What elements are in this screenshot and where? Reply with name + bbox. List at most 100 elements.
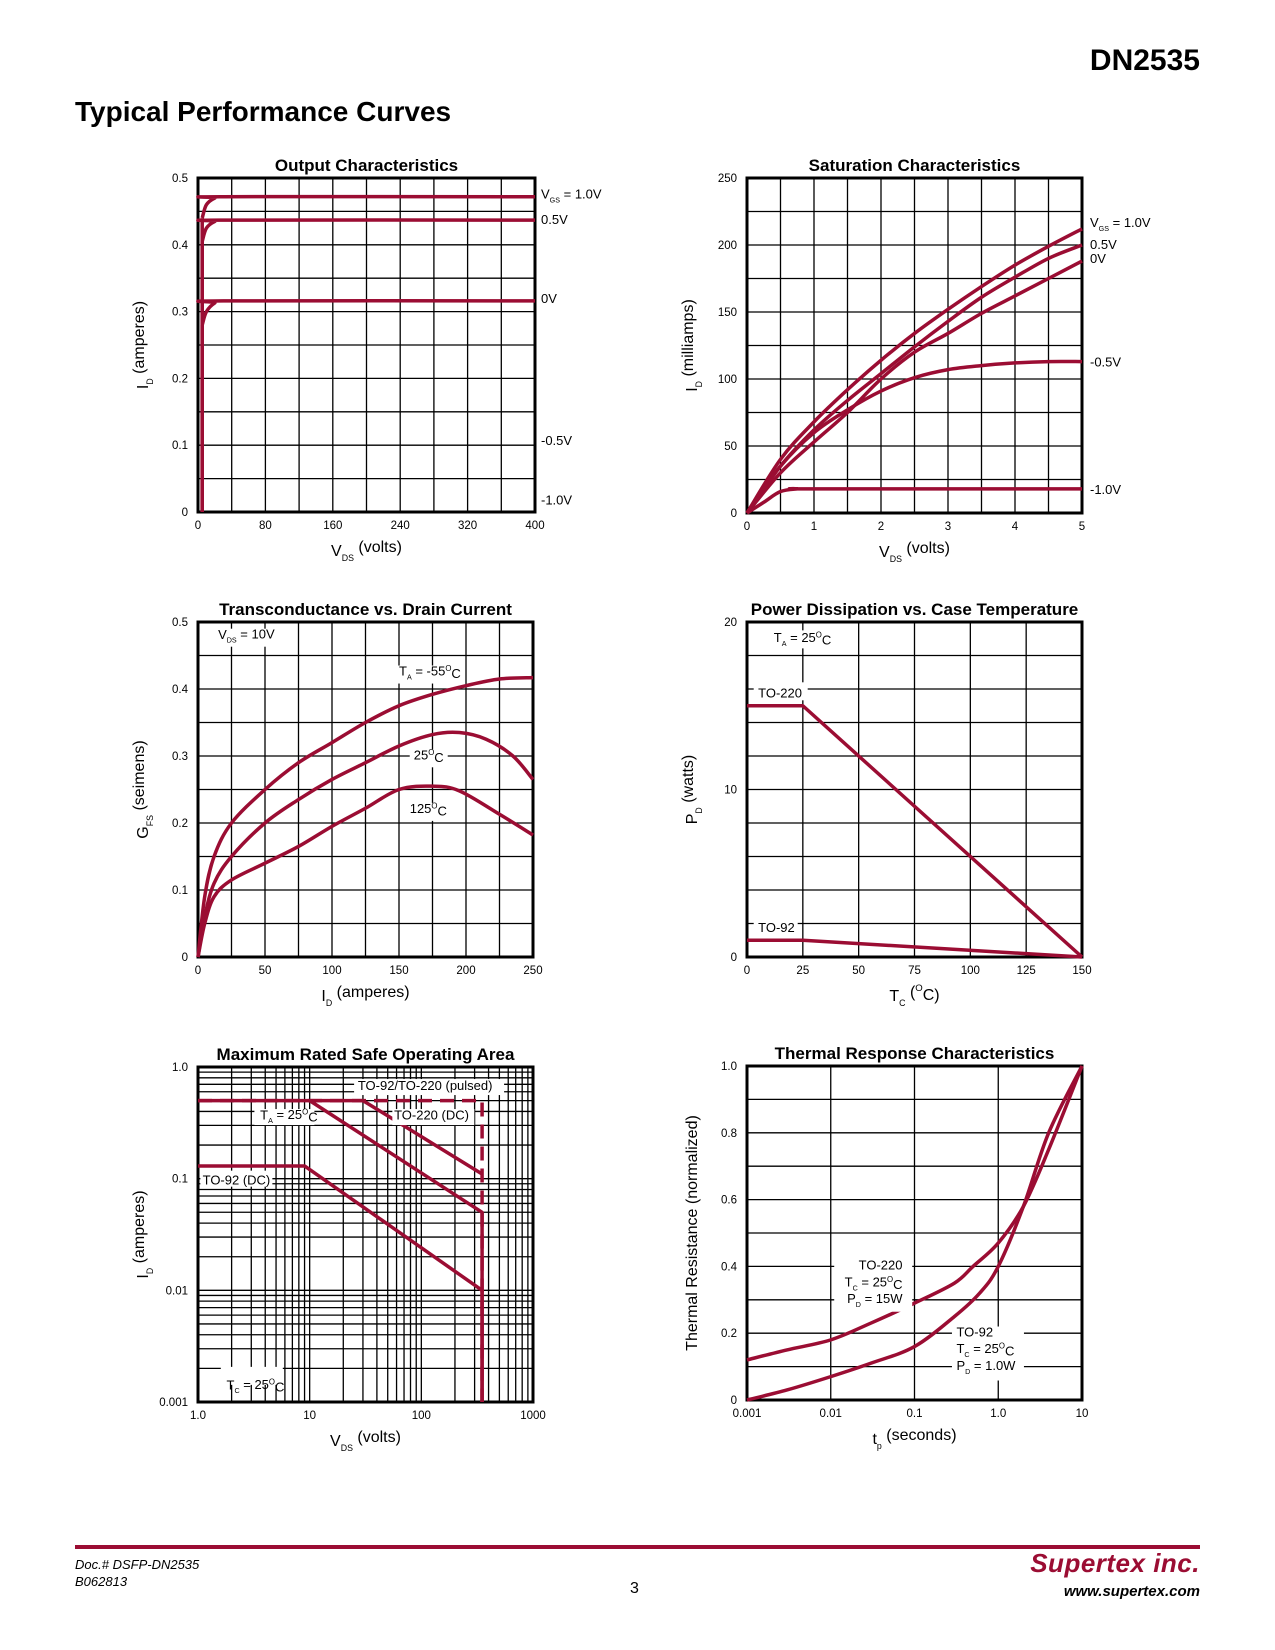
series-line <box>196 730 535 958</box>
series-group <box>196 194 536 512</box>
y-tick-label: 200 <box>718 240 737 252</box>
y-tick-label: 0.1 <box>172 440 188 452</box>
x-tick-label: 200 <box>456 965 475 977</box>
x-tick-label: 0 <box>195 965 201 977</box>
x-tick-label: 0 <box>744 965 750 977</box>
series-label: 0.5V <box>1090 237 1117 252</box>
plot-frame <box>745 1064 1084 1402</box>
doc-info: Doc.# DSFP-DN2535 B062813 <box>75 1556 199 1590</box>
label-background <box>769 630 840 649</box>
x-tick-label: 5 <box>1079 521 1085 533</box>
x-tick-label: 2 <box>878 521 884 533</box>
x-tick-label: 0.1 <box>907 1408 923 1420</box>
y-tick-label: 0.1 <box>172 1174 188 1186</box>
chart-title: Output Characteristics <box>275 156 458 175</box>
doc-number: Doc.# DSFP-DN2535 <box>75 1557 200 1572</box>
y-tick-label: 150 <box>718 307 737 319</box>
x-tick-label: 100 <box>412 1410 431 1422</box>
footer-divider <box>75 1545 1200 1549</box>
series-line <box>746 1065 1084 1362</box>
y-axis-label: ID (amperes) <box>131 301 155 389</box>
y-axis-label: ID (milliamps) <box>680 299 704 392</box>
chart-title: Transconductance vs. Drain Current <box>219 600 512 619</box>
series-line <box>746 486 1082 515</box>
x-tick-label: 100 <box>961 965 980 977</box>
series-label: -0.5V <box>1090 355 1121 370</box>
x-tick-label: 150 <box>389 965 408 977</box>
x-tick-label: 0.001 <box>733 1408 762 1420</box>
chart-thermal: Thermal Response Characteristics 0.001 0.0… <box>684 1044 1088 1451</box>
y-tick-label: 0.2 <box>721 1328 737 1340</box>
series-label: PD = 15W <box>847 1291 903 1309</box>
series-line <box>196 675 534 958</box>
page-number: 3 <box>630 1580 639 1597</box>
annotation-tc: TC = 25OC <box>227 1377 285 1395</box>
y-tick-label: 0.1 <box>172 885 188 897</box>
chart-title: Saturation Characteristics <box>809 156 1021 175</box>
series-line <box>196 194 536 219</box>
doc-revision: B062813 <box>75 1574 128 1589</box>
series-group <box>746 1065 1084 1402</box>
series-label: TO-220 <box>859 1258 903 1273</box>
x-tick-label: 1000 <box>520 1410 546 1422</box>
series-label: TO-220 (DC) <box>394 1107 469 1122</box>
x-tick-label: 150 <box>1072 965 1091 977</box>
y-tick-label: 0.5 <box>172 617 188 629</box>
series-label: 0.5V <box>541 212 568 227</box>
x-tick-label: 50 <box>259 965 272 977</box>
brand-logo: Supertex inc. <box>1030 1548 1200 1578</box>
x-tick-label: 400 <box>525 520 544 532</box>
y-tick-label: 1.0 <box>721 1061 737 1073</box>
y-tick-label: 0.4 <box>172 240 189 252</box>
x-tick-label: 240 <box>391 520 410 532</box>
x-tick-label: 0 <box>195 520 201 532</box>
series-group <box>196 675 535 958</box>
grid <box>197 177 536 513</box>
y-tick-label: 0.6 <box>721 1195 737 1207</box>
label-background <box>200 1170 273 1187</box>
website-link[interactable]: www.supertex.com <box>1063 1583 1200 1600</box>
label-background <box>254 1109 315 1126</box>
x-axis-label: TC (OC) <box>889 983 939 1008</box>
series-line <box>747 704 1084 959</box>
y-axis-label: ID (amperes) <box>131 1190 155 1278</box>
x-axis-label: VDS (volts) <box>879 540 950 564</box>
x-tick-label: 100 <box>322 965 341 977</box>
y-axis-label: GFS (seimens) <box>131 740 155 838</box>
plot-frame <box>745 620 1084 959</box>
series-label: 125OC <box>410 801 447 818</box>
chart-title: Power Dissipation vs. Case Temperature <box>751 600 1079 619</box>
series-line <box>198 1164 484 1402</box>
y-tick-label: 0 <box>182 507 188 519</box>
x-tick-label: 320 <box>458 520 477 532</box>
y-tick-label: 20 <box>724 617 737 629</box>
label-background <box>405 802 450 821</box>
series-label: VGS = 1.0V <box>541 187 602 205</box>
chart-power: Power Dissipation vs. Case Temperature 0 2… <box>680 600 1092 1008</box>
label-background <box>834 1259 913 1312</box>
series-line <box>308 1099 484 1402</box>
x-tick-label: 25 <box>796 965 809 977</box>
chart-transconductance: Transconductance vs. Drain Current 0 50 100… <box>131 600 543 1008</box>
section-title: Typical Performance Curves <box>75 96 452 127</box>
y-tick-label: 0.3 <box>172 307 188 319</box>
series-label: TO-92 <box>758 920 795 935</box>
series-line <box>747 938 1083 959</box>
chart-soa: Maximum Rated Safe Operating Area 1.0 10 10… <box>131 1045 546 1453</box>
x-tick-label: 160 <box>323 520 342 532</box>
y-tick-label: 0.8 <box>721 1128 737 1140</box>
x-axis-label: tp (seconds) <box>872 1427 956 1451</box>
grid <box>197 621 534 958</box>
x-axis-label: VDS (volts) <box>330 1429 401 1453</box>
series-line <box>198 1098 484 1176</box>
y-tick-label: 0.01 <box>166 1285 188 1297</box>
x-tick-label: 4 <box>1012 521 1019 533</box>
series-label: TC = 25OC <box>845 1274 903 1292</box>
label-background <box>220 1366 283 1385</box>
series-line <box>745 259 1083 515</box>
y-tick-label: 0 <box>731 952 737 964</box>
series-label: VGS = 1.0V <box>1090 215 1151 233</box>
label-background <box>392 1109 475 1126</box>
label-background <box>214 628 285 647</box>
